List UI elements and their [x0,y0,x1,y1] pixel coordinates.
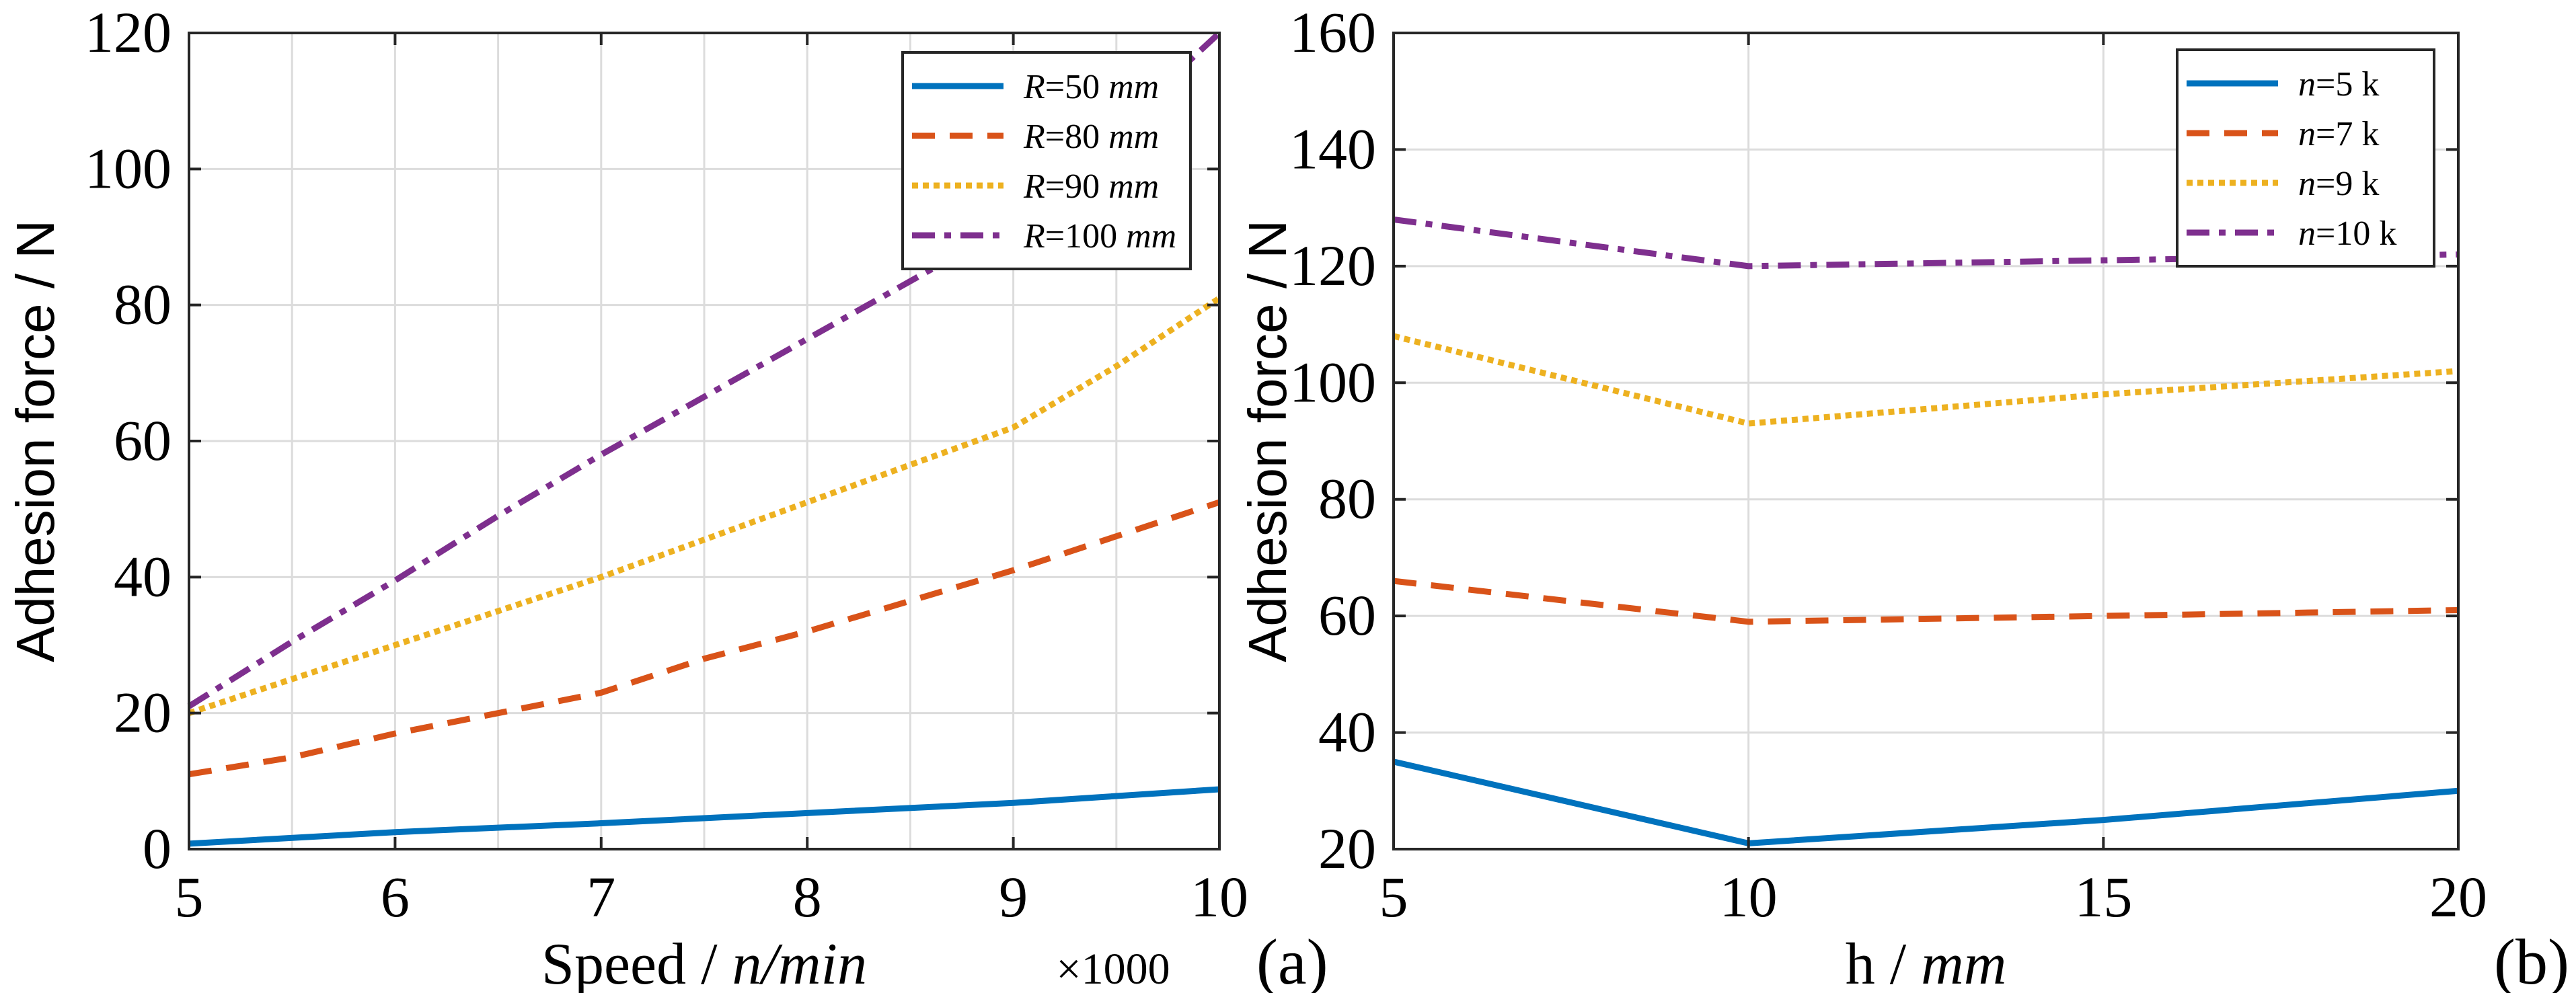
legend: n=5 kn=7 kn=9 kn=10 k [2176,48,2435,268]
legend-entry-4: n=10 k [2298,214,2396,253]
legend-var: n [2298,65,2316,104]
y-tick-label: 120 [85,0,172,65]
y-tick-label: 80 [114,272,172,337]
y-tick-label: 120 [1289,233,1376,298]
y-tick-label: 60 [114,408,172,473]
y-tick-label: 100 [85,136,172,200]
legend-entry-4: R=100 mm [1023,217,1176,255]
legend-entry-2: n=7 k [2298,115,2379,153]
y-tick-label: 20 [114,680,172,745]
legend-value: =100 [1045,217,1126,255]
legend-value: =9 k [2316,165,2379,203]
legend-var: R [1023,167,1045,206]
legend-unit: mm [1108,68,1159,106]
series-line-3 [1392,333,2459,427]
series-line-2 [188,499,1221,778]
legend-value: =90 [1045,167,1108,206]
plot-frame [1392,32,2460,850]
legend-value: =10 k [2316,214,2396,253]
y-tick-label: 60 [1318,583,1376,647]
y-tick-label: 40 [114,544,172,608]
series-line-3 [188,295,1221,716]
x-axis-multiplier: ×1000 [1056,945,1170,993]
chart-panel-b: 5 10 15 20 20 40 60 80 100 120 140 160 Adhesion forc… [1238,0,2569,993]
y-axis-label: Adhesion force / N [1238,220,1297,662]
x-axis-label-text: Speed / [541,932,732,993]
x-tick-label: 15 [2074,865,2132,929]
legend-var: n [2298,165,2316,203]
legend-unit: mm [1108,118,1159,156]
x-axis-label-unit: mm [1921,932,2006,993]
y-tick-label: 20 [1318,816,1376,881]
y-tick-label: 80 [1318,467,1376,531]
series-line-2 [1393,578,2459,625]
legend-value: =5 k [2316,65,2379,104]
legend: R=50 mmR=80 mmR=90 mmR=100 mm [901,51,1192,270]
legend-unit: mm [1126,217,1176,255]
legend-value: =7 k [2316,115,2379,153]
legend-var: n [2298,115,2316,153]
x-tick-label: 6 [381,865,410,929]
legend-entry-3: R=90 mm [1023,167,1159,206]
y-tick-label: 140 [1289,116,1376,181]
legend-entry-1: n=5 k [2298,65,2379,104]
panel-label: (b) [2494,926,2569,993]
x-tick-label: 10 [1190,865,1248,929]
legend-value: =80 [1045,118,1108,156]
x-tick-label: 20 [2429,865,2487,929]
legend-entry-3: n=9 k [2298,165,2379,203]
x-tick-label: 8 [793,865,822,929]
legend-var: R [1023,118,1045,156]
legend-entry-2: R=80 mm [1023,118,1159,156]
x-axis-label: h / mm [1846,932,2007,993]
series-line-4 [187,30,1222,709]
legend-unit: mm [1108,167,1159,206]
y-tick-label: 160 [1289,0,1376,65]
x-tick-label: 10 [1720,865,1778,929]
legend-var: R [1023,217,1045,255]
x-tick-label: 5 [175,865,204,929]
x-tick-label: 7 [586,865,615,929]
panel-label: (a) [1256,926,1328,993]
legend-var: R [1023,68,1045,106]
x-axis-label-unit: n/min [732,932,867,993]
series-line-1 [1392,758,2459,846]
y-tick-label: 0 [143,816,172,881]
x-tick-label: 5 [1379,865,1408,929]
y-tick-label: 40 [1318,700,1376,764]
series-line-1 [188,786,1220,847]
x-tick-label: 9 [999,865,1028,929]
x-axis-label: Speed / n/min [541,932,867,993]
legend-var: n [2298,214,2316,253]
legend-value: =50 [1045,68,1108,106]
y-tick-label: 100 [1289,350,1376,414]
legend-entry-1: R=50 mm [1023,68,1159,106]
x-axis-label-text: h / [1846,932,1921,993]
y-axis-label: Adhesion force / N [5,220,65,662]
